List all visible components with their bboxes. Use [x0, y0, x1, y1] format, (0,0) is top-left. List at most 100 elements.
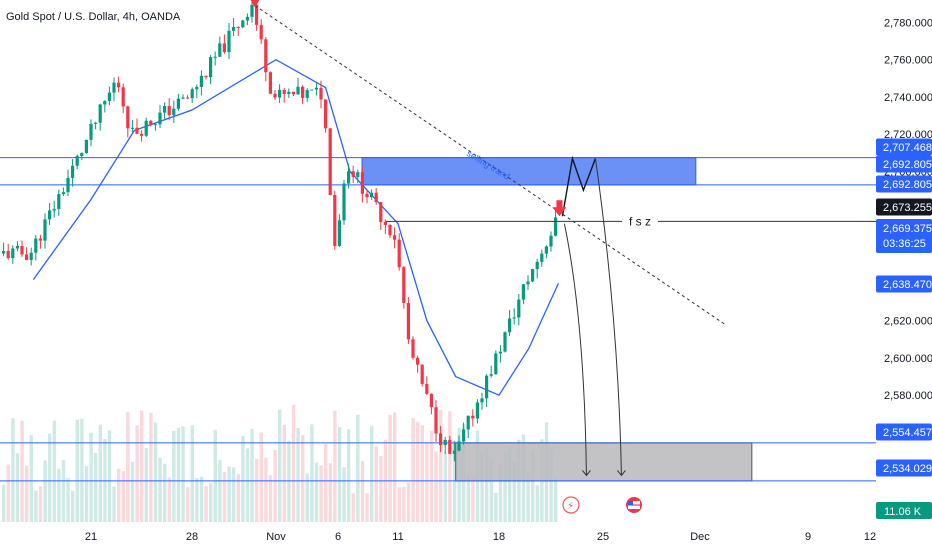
volume-tag-label: 11.06 K [884, 506, 922, 518]
gray-zone [455, 442, 753, 482]
volume-bar [75, 419, 79, 522]
candle-body [282, 89, 286, 94]
candle-body [531, 269, 535, 282]
candle-body [402, 267, 406, 304]
volume-bar [38, 486, 43, 522]
candle-body [535, 261, 539, 270]
volume-bar [195, 478, 199, 522]
candle-body [434, 407, 438, 434]
price-tag [876, 219, 932, 253]
volume-bar [393, 412, 397, 522]
candle-body [209, 57, 213, 78]
candle-body [540, 253, 544, 262]
volume-bar [48, 433, 52, 522]
volume-bar [314, 462, 319, 522]
volume-bar [337, 427, 342, 522]
volume-bar [144, 448, 148, 522]
volume-bar [176, 427, 181, 522]
volume-bar [218, 460, 222, 522]
candle-body [287, 91, 291, 94]
volume-bar [107, 430, 112, 522]
candle-body [508, 318, 512, 333]
volume-bar [11, 418, 15, 522]
volume-bar [236, 473, 240, 522]
candle-body [273, 93, 277, 98]
volume-bar [80, 418, 84, 522]
candle-body [241, 20, 245, 28]
candle-body [342, 183, 346, 221]
candle-body [480, 398, 484, 403]
volume-bar [498, 463, 503, 522]
volume-bar [6, 464, 10, 522]
candle-body [429, 393, 433, 408]
arrow-head [617, 470, 626, 477]
candle-body [255, 4, 259, 25]
volume-bar [365, 493, 369, 522]
candle-body [103, 101, 107, 105]
volume-bar [29, 435, 33, 522]
candle-layer [2, 0, 558, 462]
price-tag [876, 155, 932, 173]
volume-bar [213, 429, 217, 522]
volume-bar [15, 453, 20, 522]
candle-body [489, 374, 493, 376]
candle-body [38, 238, 42, 241]
time-axis[interactable]: 21 28 Nov 6 11 18 25 Dec 9 12 [85, 531, 876, 543]
volume-bar [167, 477, 171, 522]
x-tick-label: 12 [864, 531, 876, 543]
candle-body [310, 89, 314, 91]
y-tick-label: 2,600.000 [884, 353, 932, 365]
arrow-head [582, 470, 591, 477]
candle-body [319, 87, 323, 100]
candle-body [11, 248, 15, 259]
volume-bar [360, 461, 365, 522]
volume-bar [259, 432, 263, 522]
volume-bar [333, 410, 337, 522]
volume-bar [255, 458, 259, 522]
candle-body [94, 122, 98, 124]
candle-body [503, 332, 507, 352]
x-tick-label: 21 [85, 531, 97, 543]
volume-bar [480, 452, 484, 522]
volume-bar [278, 409, 282, 522]
blue-zone [361, 157, 697, 186]
candle-body [135, 127, 139, 134]
x-tick-label: 11 [392, 531, 403, 543]
zone-layer [361, 157, 753, 482]
volume-bar [264, 457, 268, 522]
candle-body [324, 99, 328, 129]
volume-bar [310, 424, 314, 522]
candle-body [544, 246, 548, 254]
candle-body [84, 139, 88, 154]
price-tag-label: 2,638.470 [883, 279, 932, 291]
candle-body [245, 16, 249, 21]
volume-bar [250, 429, 254, 522]
candle-body [222, 43, 226, 53]
x-tick-label: Nov [266, 531, 286, 543]
candle-body [379, 202, 383, 222]
volume-bar [305, 473, 309, 522]
candle-body [250, 4, 254, 17]
volume-bar [172, 430, 176, 522]
candle-body [549, 235, 553, 247]
candle-body [176, 98, 180, 109]
candle-body [190, 89, 194, 99]
candle-body [181, 97, 185, 99]
candle-body [475, 402, 479, 419]
candle-body [301, 86, 305, 98]
volume-bar [273, 450, 277, 522]
volume-bar [466, 474, 470, 522]
volume-bar [121, 471, 125, 522]
volume-bar [199, 476, 204, 522]
volume-bar [402, 486, 406, 522]
volume-bar [222, 471, 227, 522]
volume-bar [20, 420, 24, 522]
candle-body [259, 24, 263, 40]
candle-body [416, 357, 420, 365]
volume-bar [282, 424, 286, 522]
candle-body [383, 221, 387, 226]
volume-bar [52, 420, 56, 522]
volume-bar [406, 482, 411, 522]
chart-title: Gold Spot / U.S. Dollar, 4h, OANDA [6, 11, 181, 23]
